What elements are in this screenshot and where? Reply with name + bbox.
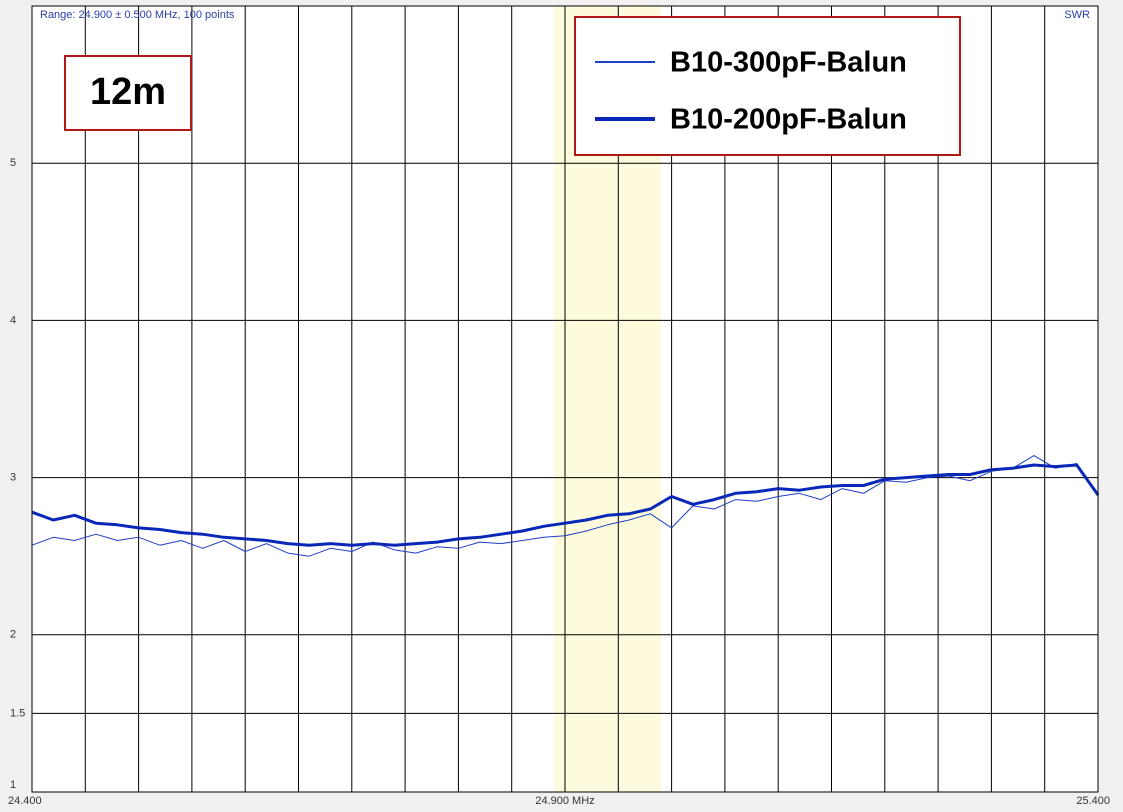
y-tick-label: 3 — [10, 472, 16, 484]
x-tick-label: 24.400 — [8, 795, 42, 807]
y-tick-label: 4 — [10, 314, 16, 326]
plot-frame — [31, 5, 1099, 793]
legend-label: B10-200pF-Balun — [670, 104, 907, 136]
y-tick-label: 1.5 — [10, 707, 25, 719]
annotation-box — [64, 55, 192, 131]
y-axis-label: SWR — [1064, 9, 1090, 21]
series-line — [31, 455, 1099, 557]
y-tick-label: 1 — [10, 779, 16, 791]
legend-label: B10-300pF-Balun — [670, 47, 907, 79]
series-line — [31, 463, 1100, 547]
x-tick-label: 25.400 — [1076, 795, 1110, 807]
y-tick-label: 5 — [10, 157, 16, 169]
legend-box — [574, 16, 961, 156]
subtitle: Range: 24.900 ± 0.500 MHz, 100 points — [40, 9, 235, 21]
annotation: 12m — [90, 71, 166, 113]
x-tick-label: 24.900 MHz — [535, 795, 594, 807]
y-tick-label: 2 — [10, 629, 16, 641]
